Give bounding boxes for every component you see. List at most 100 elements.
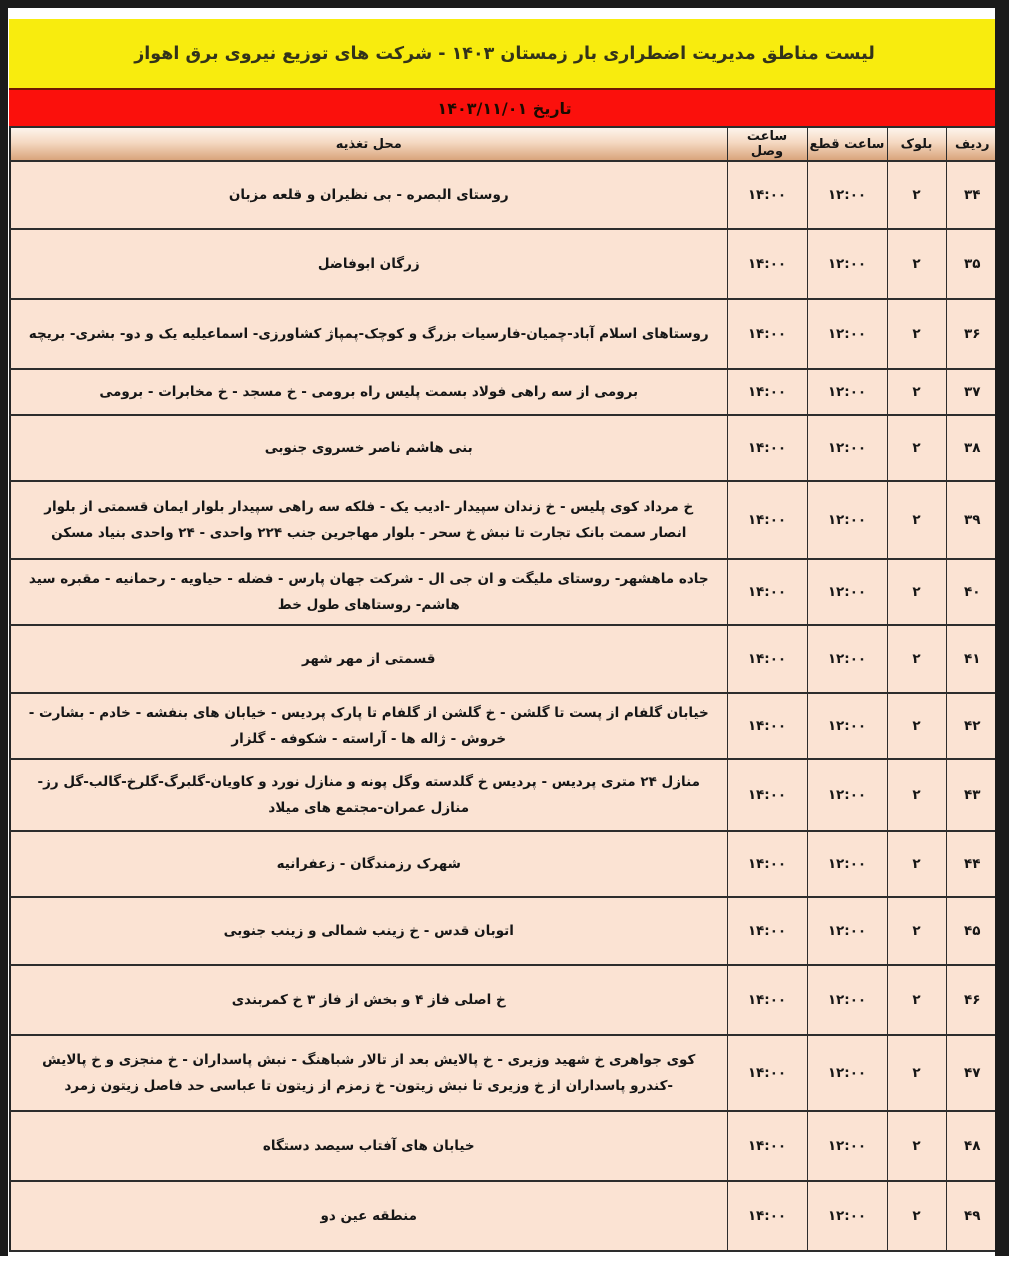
row-number-cell: ۴۴ [945, 830, 1000, 898]
row-number-cell: ۴۶ [945, 964, 1000, 1036]
page-title: لیست مناطق مدیریت اضطراری بار زمستان ۱۴۰… [134, 43, 875, 64]
outage-schedule-table: ردیف بلوک ساعت قطع ساعت وصل محل تغذیه ۳۴… [9, 126, 1000, 1252]
cut-time-cell: ۱۲:۰۰ [806, 298, 888, 370]
location-cell: برومی از سه راهی فولاد بسمت پلیس راه برو… [9, 368, 728, 416]
reconnect-time-cell: ۱۴:۰۰ [726, 964, 808, 1036]
location-cell: شهرک رزمندگان - زعفرانیه [9, 830, 728, 898]
cut-time-cell: ۱۲:۰۰ [806, 830, 888, 898]
block-cell: ۲ [886, 1034, 947, 1112]
row-number-cell: ۳۷ [945, 368, 1000, 416]
block-cell: ۲ [886, 896, 947, 966]
reconnect-time-cell: ۱۴:۰۰ [726, 298, 808, 370]
row-number-cell: ۴۵ [945, 896, 1000, 966]
title-banner: لیست مناطق مدیریت اضطراری بار زمستان ۱۴۰… [9, 19, 1000, 88]
reconnect-time-cell: ۱۴:۰۰ [726, 1034, 808, 1112]
reconnect-time-cell: ۱۴:۰۰ [726, 558, 808, 626]
block-cell: ۲ [886, 692, 947, 760]
location-cell: کوی جواهری خ شهید وزیری - خ پالایش بعد ا… [9, 1034, 728, 1112]
location-cell: خ مرداد کوی پلیس - خ زندان سپیدار -ادیب … [9, 480, 728, 560]
reconnect-time-cell: ۱۴:۰۰ [726, 228, 808, 300]
date-label: تاریخ ۱۴۰۳/۱۱/۰۱ [437, 98, 572, 118]
row-number-cell: ۳۴ [945, 160, 1000, 230]
reconnect-time-cell: ۱۴:۰۰ [726, 830, 808, 898]
row-number-cell: ۴۳ [945, 758, 1000, 832]
header-row-number: ردیف [945, 126, 1000, 162]
cut-time-cell: ۱۲:۰۰ [806, 1110, 888, 1182]
reconnect-time-cell: ۱۴:۰۰ [726, 480, 808, 560]
header-row: ردیف بلوک ساعت قطع ساعت وصل محل تغذیه [9, 126, 1000, 162]
header-cut-time: ساعت قطع [806, 126, 888, 162]
scan-frame-right [995, 0, 1009, 1256]
table-row: ۳۴ ۲ ۱۲:۰۰ ۱۴:۰۰ روستای البصره - بی نظیران و… [9, 160, 1000, 230]
cut-time-cell: ۱۲:۰۰ [806, 1180, 888, 1252]
cut-time-cell: ۱۲:۰۰ [806, 1034, 888, 1112]
scan-frame-top [0, 0, 1009, 8]
table-row: ۴۱ ۲ ۱۲:۰۰ ۱۴:۰۰ قسمتی از مهر شهر [9, 624, 1000, 694]
location-cell: منطقه عین دو [9, 1180, 728, 1252]
row-number-cell: ۴۱ [945, 624, 1000, 694]
row-number-cell: ۴۹ [945, 1180, 1000, 1252]
cut-time-cell: ۱۲:۰۰ [806, 228, 888, 300]
location-cell: جاده ماهشهر- روستای ملیگت و ان جی ال - ش… [9, 558, 728, 626]
cut-time-cell: ۱۲:۰۰ [806, 160, 888, 230]
cut-time-cell: ۱۲:۰۰ [806, 896, 888, 966]
reconnect-time-cell: ۱۴:۰۰ [726, 758, 808, 832]
block-cell: ۲ [886, 624, 947, 694]
table-row: ۳۵ ۲ ۱۲:۰۰ ۱۴:۰۰ زرگان ابوفاضل [9, 228, 1000, 300]
table-row: ۴۲ ۲ ۱۲:۰۰ ۱۴:۰۰ خیابان گلفام از پست تا گلشن… [9, 692, 1000, 760]
block-cell: ۲ [886, 228, 947, 300]
row-number-cell: ۴۷ [945, 1034, 1000, 1112]
block-cell: ۲ [886, 758, 947, 832]
block-cell: ۲ [886, 368, 947, 416]
row-number-cell: ۳۵ [945, 228, 1000, 300]
table-row: ۳۶ ۲ ۱۲:۰۰ ۱۴:۰۰ روستاهای اسلام آباد-چمیان-ف… [9, 298, 1000, 370]
row-number-cell: ۳۶ [945, 298, 1000, 370]
header-reconnect-time: ساعت وصل [726, 126, 808, 162]
location-cell: قسمتی از مهر شهر [9, 624, 728, 694]
location-cell: منازل ۲۴ متری پردیس - پردیس خ گلدسته وگل… [9, 758, 728, 832]
row-number-cell: ۴۲ [945, 692, 1000, 760]
location-cell: روستای البصره - بی نظیران و قلعه مزبان [9, 160, 728, 230]
location-cell: روستاهای اسلام آباد-چمیان-فارسیات بزرگ و… [9, 298, 728, 370]
block-cell: ۲ [886, 830, 947, 898]
scan-frame-left [0, 0, 8, 1256]
location-cell: زرگان ابوفاضل [9, 228, 728, 300]
table-body: ۳۴ ۲ ۱۲:۰۰ ۱۴:۰۰ روستای البصره - بی نظیران و… [9, 160, 1000, 1252]
reconnect-time-cell: ۱۴:۰۰ [726, 414, 808, 482]
table-row: ۳۹ ۲ ۱۲:۰۰ ۱۴:۰۰ خ مرداد کوی پلیس - خ زندان … [9, 480, 1000, 560]
row-number-cell: ۴۸ [945, 1110, 1000, 1182]
table-row: ۴۵ ۲ ۱۲:۰۰ ۱۴:۰۰ اتوبان قدس - خ زینب شمالی و… [9, 896, 1000, 966]
table-row: ۴۶ ۲ ۱۲:۰۰ ۱۴:۰۰ خ اصلی فاز ۴ و بخش از فاز ۳… [9, 964, 1000, 1036]
cut-time-cell: ۱۲:۰۰ [806, 368, 888, 416]
table-header: ردیف بلوک ساعت قطع ساعت وصل محل تغذیه [9, 126, 1000, 162]
block-cell: ۲ [886, 160, 947, 230]
reconnect-time-cell: ۱۴:۰۰ [726, 160, 808, 230]
reconnect-time-cell: ۱۴:۰۰ [726, 1180, 808, 1252]
reconnect-time-cell: ۱۴:۰۰ [726, 368, 808, 416]
reconnect-time-cell: ۱۴:۰۰ [726, 1110, 808, 1182]
block-cell: ۲ [886, 480, 947, 560]
location-cell: خ اصلی فاز ۴ و بخش از فاز ۳ خ کمربندی [9, 964, 728, 1036]
reconnect-time-cell: ۱۴:۰۰ [726, 896, 808, 966]
location-cell: اتوبان قدس - خ زینب شمالی و زینب جنوبی [9, 896, 728, 966]
block-cell: ۲ [886, 1180, 947, 1252]
date-banner: تاریخ ۱۴۰۳/۱۱/۰۱ [9, 88, 1000, 126]
cut-time-cell: ۱۲:۰۰ [806, 964, 888, 1036]
cut-time-cell: ۱۲:۰۰ [806, 558, 888, 626]
cut-time-cell: ۱۲:۰۰ [806, 692, 888, 760]
cut-time-cell: ۱۲:۰۰ [806, 624, 888, 694]
block-cell: ۲ [886, 558, 947, 626]
table-row: ۴۴ ۲ ۱۲:۰۰ ۱۴:۰۰ شهرک رزمندگان - زعفرانیه [9, 830, 1000, 898]
table-row: ۳۷ ۲ ۱۲:۰۰ ۱۴:۰۰ برومی از سه راهی فولاد بسمت… [9, 368, 1000, 416]
table-row: ۴۷ ۲ ۱۲:۰۰ ۱۴:۰۰ کوی جواهری خ شهید وزیری - خ… [9, 1034, 1000, 1112]
cut-time-cell: ۱۲:۰۰ [806, 480, 888, 560]
row-number-cell: ۳۸ [945, 414, 1000, 482]
table-row: ۴۹ ۲ ۱۲:۰۰ ۱۴:۰۰ منطقه عین دو [9, 1180, 1000, 1252]
document-content: لیست مناطق مدیریت اضطراری بار زمستان ۱۴۰… [9, 19, 1000, 1252]
block-cell: ۲ [886, 964, 947, 1036]
row-number-cell: ۳۹ [945, 480, 1000, 560]
header-block: بلوک [886, 126, 947, 162]
location-cell: خیابان گلفام از پست تا گلشن - خ گلشن از … [9, 692, 728, 760]
row-number-cell: ۴۰ [945, 558, 1000, 626]
table-row: ۴۳ ۲ ۱۲:۰۰ ۱۴:۰۰ منازل ۲۴ متری پردیس - پردیس… [9, 758, 1000, 832]
